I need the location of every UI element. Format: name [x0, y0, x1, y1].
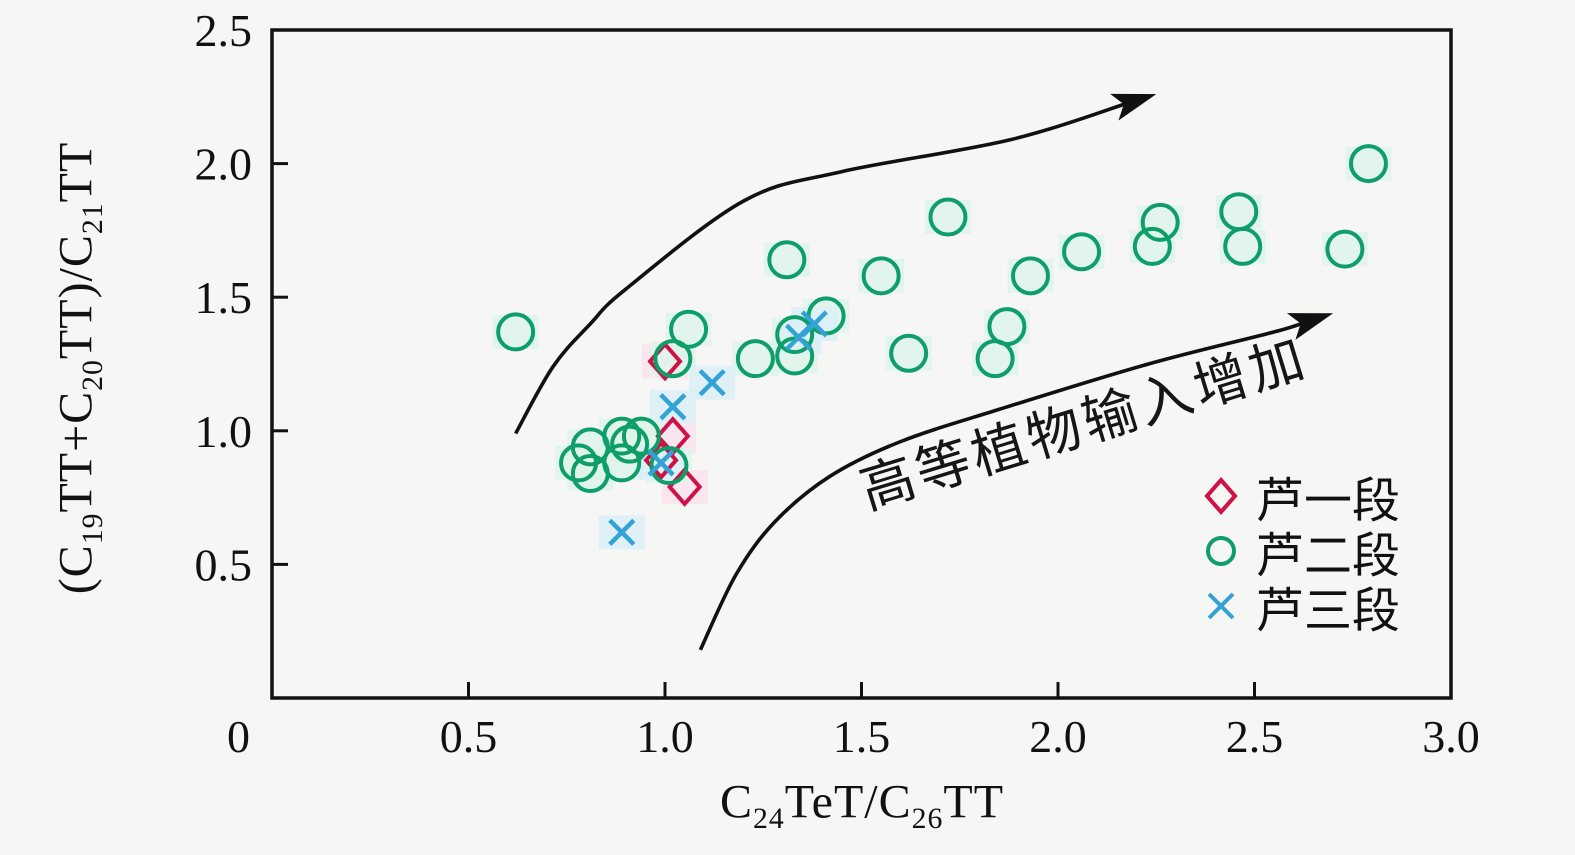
x-axis-title-part: TeT/C — [784, 775, 912, 829]
data-point — [928, 197, 968, 237]
data-point — [698, 369, 726, 397]
legend-item-lu1: 芦一段 — [1196, 468, 1400, 528]
diamond-marker-icon — [1204, 476, 1238, 515]
legend-marker-shape — [1204, 476, 1238, 515]
data-point — [1062, 232, 1102, 272]
data-point — [610, 424, 650, 464]
data-point — [608, 518, 636, 546]
data-point — [775, 315, 815, 355]
x-axis-title-sub: 26 — [911, 802, 944, 836]
data-point — [987, 307, 1027, 347]
data-point — [735, 339, 775, 379]
lower-trend-arrow — [698, 319, 1309, 651]
data-point — [621, 416, 661, 456]
data-point — [496, 312, 536, 352]
data-point — [800, 310, 828, 338]
legend-marker-shape — [1207, 592, 1235, 619]
legend-label: 芦一段 — [1256, 474, 1401, 528]
y-tick-label: 2.0 — [195, 139, 253, 190]
y-axis-title-sub: 20 — [76, 359, 110, 391]
data-point — [602, 416, 642, 456]
x-tick-label: 0 — [227, 711, 250, 762]
data-point — [767, 240, 807, 280]
arrowhead — [1286, 313, 1334, 340]
data-point — [1010, 256, 1050, 296]
diamond-glyph — [1204, 476, 1238, 515]
legend-marker-shape — [1206, 535, 1236, 566]
x-tick-label: 1.5 — [833, 711, 891, 762]
y-tick-label: 1.5 — [195, 272, 253, 323]
arrowhead — [1110, 93, 1157, 121]
series-2 — [608, 310, 828, 546]
circle-glyph — [1206, 535, 1236, 566]
data-point — [647, 449, 675, 477]
y-axis-title-part: (C — [49, 544, 103, 595]
legend-label: 芦三段 — [1256, 584, 1401, 638]
data-point — [1132, 226, 1172, 266]
y-tick-label: 1.0 — [195, 406, 253, 457]
y-axis-title-part: TT — [49, 141, 103, 203]
x-tick-label: 2.0 — [1029, 711, 1087, 762]
data-point — [861, 256, 901, 296]
legend-item-lu3: 芦三段 — [1196, 578, 1400, 638]
data-point — [659, 393, 687, 421]
y-tick-label: 2.5 — [195, 5, 253, 56]
upper-trend-arrow — [514, 100, 1132, 435]
y-axis-title: (C19TT+C20TT)/C21TT — [49, 141, 110, 595]
x-tick-label: 2.5 — [1226, 711, 1284, 762]
trend-arrows — [514, 93, 1334, 651]
y-axis-title-part: TT)/C — [49, 234, 103, 360]
circle-marker-icon — [1206, 535, 1236, 566]
x-axis-title: C24TeT/C26TT — [719, 775, 1005, 834]
y-tick-label: 0.5 — [195, 539, 253, 590]
x-tick-label: 1.0 — [636, 711, 694, 762]
x-marker-icon — [1207, 592, 1235, 619]
x-axis-title-part: TT — [943, 775, 1005, 829]
legend-label: 芦二段 — [1256, 529, 1401, 583]
x-axis-title-sub: 24 — [752, 802, 785, 836]
data-point — [669, 309, 709, 349]
data-point — [602, 443, 642, 483]
x-glyph — [1207, 592, 1235, 619]
x-axis-title-part: C — [719, 775, 753, 829]
y-axis-title-sub: 21 — [76, 202, 110, 235]
x-tick-label: 0.5 — [440, 711, 498, 762]
data-point — [1348, 144, 1388, 184]
tick-labels: 0 0.5 1.0 1.5 2.0 2.5 3.0 0.5 1.0 1.5 2.0 2.5 — [195, 5, 1480, 762]
legend: 芦一段 芦二段 芦三段 — [1196, 468, 1400, 638]
legend-item-lu2: 芦二段 — [1196, 523, 1400, 583]
data-point — [889, 333, 929, 373]
data-point — [1223, 226, 1263, 266]
data-point — [653, 339, 693, 379]
data-point — [1325, 229, 1365, 269]
data-point — [649, 446, 689, 486]
y-axis-title-sub: 19 — [76, 512, 110, 545]
data-point — [1140, 202, 1180, 242]
ticks — [272, 162, 1256, 698]
y-axis-title-part: TT+C — [49, 390, 103, 513]
x-tick-label: 3.0 — [1422, 711, 1480, 762]
